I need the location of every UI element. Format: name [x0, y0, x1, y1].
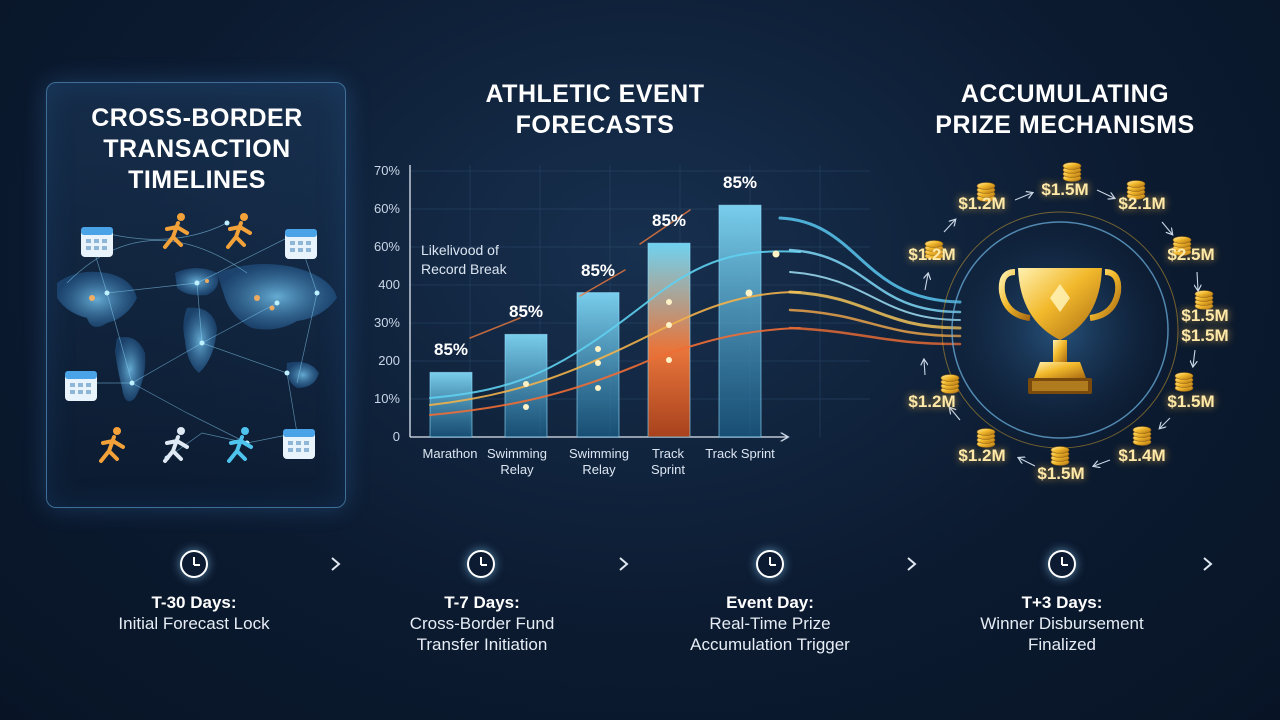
runner-icon — [99, 427, 125, 463]
bar-data-label: 85% — [651, 211, 687, 231]
panel-title-line-1: CROSS-BORDER — [91, 104, 303, 132]
chart-title-line-1: ATHLETIC EVENT — [485, 80, 705, 108]
timeline-step-desc: Accumulation Trigger — [690, 635, 850, 654]
coin-stack-icon — [1062, 162, 1082, 182]
category-label: Track Sprint — [705, 446, 775, 461]
annotation-line-2: Record Break — [421, 261, 507, 277]
coin-stack-icon — [924, 240, 944, 260]
panel-title: CROSS-BORDER TRANSACTION TIMELINES — [47, 103, 347, 196]
timeline-step: T-30 Days: Initial Forecast Lock — [74, 592, 314, 634]
coin-stack-icon — [940, 374, 960, 394]
clock-icon — [1048, 550, 1076, 578]
clock-icon — [467, 550, 495, 578]
chart-annotation: Likelivood of Record Break — [421, 241, 507, 279]
timeline-step-desc: Initial Forecast Lock — [118, 614, 270, 633]
coin-stacks — [924, 162, 1214, 466]
prize-amount: $1.2M — [908, 245, 956, 264]
category-label: Swimming Relay — [569, 446, 629, 477]
coin-stack-icon — [1132, 426, 1152, 446]
timeline-step-desc: Winner Disbursement — [980, 614, 1144, 633]
prize-amount: $1.5M — [1181, 326, 1229, 345]
runner-icon — [227, 427, 253, 463]
prize-title: ACCUMULATING PRIZE MECHANISMS — [900, 79, 1230, 141]
bar — [647, 242, 691, 438]
bars-group — [429, 204, 762, 438]
trophy-icon — [998, 268, 1122, 394]
y-tick: 400 — [378, 277, 400, 292]
chart-grid — [410, 165, 870, 437]
timeline-step-title: T+3 Days: — [1021, 593, 1103, 612]
timeline-step-title: Event Day: — [726, 593, 814, 612]
bar — [718, 204, 762, 438]
timeline-step: T+3 Days: Winner Disbursement Finalized — [942, 592, 1182, 655]
prize-title-line-2: PRIZE MECHANISMS — [935, 111, 1195, 139]
prize-amount: $2.5M — [1167, 245, 1215, 264]
prize-amount: $1.5M — [1037, 464, 1085, 483]
bar-data-label: 85% — [580, 260, 616, 280]
y-tick: 60% — [373, 239, 400, 254]
y-tick: 30% — [373, 315, 400, 330]
y-tick: 60% — [373, 201, 400, 216]
prize-amount: $1.5M — [1167, 392, 1215, 411]
category-label: Swimming Relay — [487, 446, 547, 477]
runner-icon — [226, 213, 252, 249]
bar-data-label: 85% — [722, 173, 758, 193]
annotation-line-1: Likelivood of — [421, 242, 499, 258]
bar-data-label: 85% — [508, 302, 544, 322]
timeline-step-desc: Transfer Initiation — [416, 635, 548, 654]
trend-lines — [429, 209, 801, 416]
timeline-step-title: T-30 Days: — [151, 593, 237, 612]
coin-stack-icon — [1050, 446, 1070, 466]
world-map-icon — [57, 264, 337, 402]
coin-stack-icon — [1172, 236, 1192, 256]
chart-title-line-2: FORECASTS — [515, 111, 675, 139]
calendar-icon — [285, 229, 317, 259]
timeline-step-desc: Finalized — [1027, 635, 1097, 654]
panel-title-line-3: TIMELINES — [128, 166, 266, 194]
timeline-arrows — [331, 557, 1213, 571]
prize-amount: $1.5M — [1181, 306, 1229, 325]
bar-data-label: 85% — [433, 340, 469, 360]
runner-icon — [163, 213, 189, 249]
clock-icon — [756, 550, 784, 578]
timeline-step-desc: Cross-Border Fund — [409, 614, 555, 633]
prize-amount: $1.5M — [1041, 180, 1089, 199]
orbit-arrows — [924, 189, 1198, 466]
prize-amount: $2.1M — [1118, 194, 1166, 213]
runner-icon — [163, 427, 189, 463]
timeline-step: T-7 Days: Cross-Border Fund Transfer Ini… — [362, 592, 602, 655]
prize-amount: $1.2M — [908, 392, 956, 411]
timeline-step-desc: Real-Time Prize — [709, 614, 831, 633]
world-map-illustration — [57, 213, 337, 463]
calendar-icon — [65, 371, 97, 401]
prize-amount: $1.2M — [958, 446, 1006, 465]
coin-stack-icon — [1194, 290, 1214, 310]
coin-stack-icon — [1174, 372, 1194, 392]
timeline-step: Event Day: Real-Time Prize Accumulation … — [650, 592, 890, 655]
prize-title-line-1: ACCUMULATING — [960, 80, 1170, 108]
coin-stack-icon — [1126, 180, 1146, 200]
coin-stack-icon — [976, 428, 996, 448]
prize-amount: $1.4M — [1118, 446, 1166, 465]
calendar-icon — [283, 429, 315, 459]
y-tick: 0 — [392, 429, 400, 444]
y-tick: 200 — [378, 353, 400, 368]
calendar-icon — [81, 227, 113, 257]
category-label: Marathon — [422, 446, 478, 461]
coin-stack-icon — [976, 182, 996, 202]
chart-title: ATHLETIC EVENT FORECASTS — [430, 79, 760, 141]
category-label: Track Sprint — [651, 446, 685, 477]
transaction-timelines-panel: CROSS-BORDER TRANSACTION TIMELINES — [46, 82, 346, 508]
y-tick: 10% — [373, 391, 400, 406]
panel-title-line-2: TRANSACTION — [103, 135, 291, 163]
clock-icon — [180, 550, 208, 578]
timeline-step-title: T-7 Days: — [444, 593, 520, 612]
y-tick: 70% — [373, 163, 400, 178]
prize-amount: $1.2M — [958, 194, 1006, 213]
